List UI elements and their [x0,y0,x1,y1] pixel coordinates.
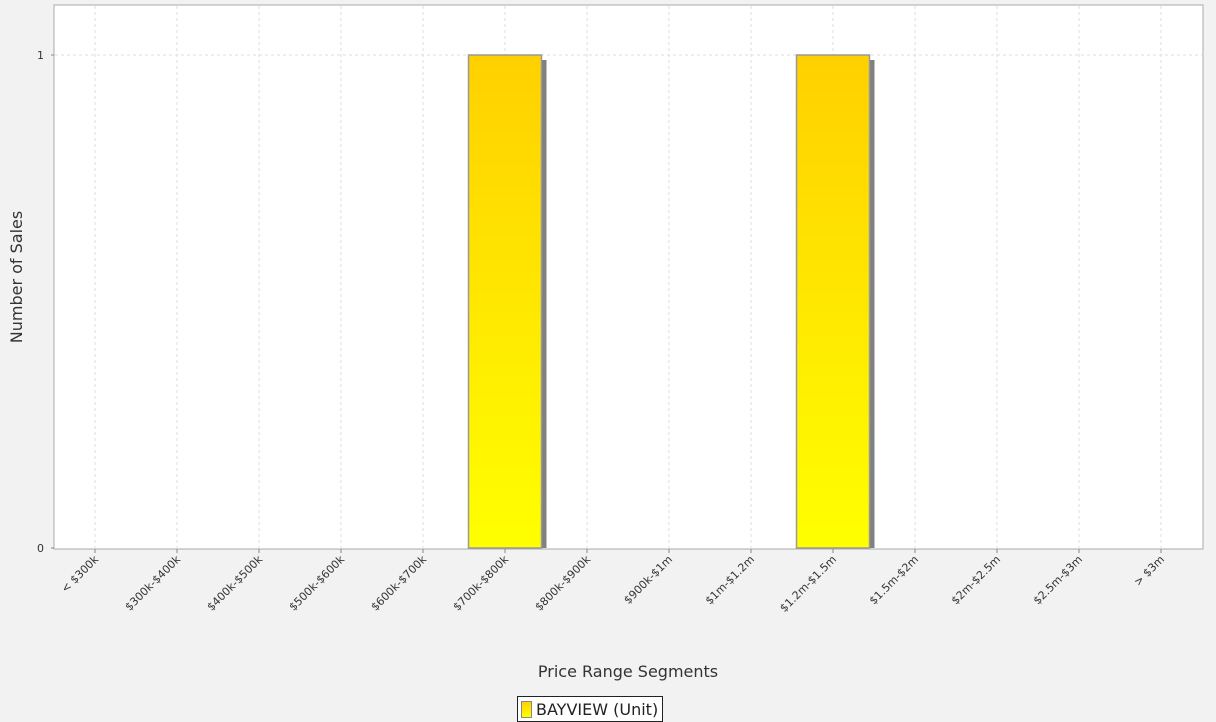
x-tick-label: $400k-$500k [205,552,266,613]
y-ticks: 01 [37,49,54,555]
x-tick-label: $600k-$700k [369,552,430,613]
x-tick-label: $700k-$800k [451,552,512,613]
x-tick-label: $2m-$2.5m [949,553,1003,607]
x-tick-label: < $300k [59,552,102,595]
x-tick-label: $500k-$600k [287,552,348,613]
x-tick-label: $2.5m-$3m [1031,553,1085,607]
x-axis-title: Price Range Segments [538,662,718,681]
y-axis-title: Number of Sales [7,211,26,343]
legend-swatch [521,700,532,718]
plot-area [53,4,1204,550]
bars-layer [467,54,875,549]
x-tick-label: $900k-$1m [621,553,675,607]
x-tick-label: > $3m [1131,553,1167,589]
x-ticks: < $300k $300k-$400k $400k-$500k $500k-$600k… [59,549,1167,615]
x-tick-label: $1.5m-$2m [867,553,921,607]
y-tick-label: 0 [37,542,44,555]
x-tick-label: $300k-$400k [123,552,184,613]
legend: BAYVIEW (Unit) [517,696,664,722]
y-tick-label: 1 [37,49,44,62]
bar [795,54,871,549]
legend-label: BAYVIEW (Unit) [536,699,659,719]
x-tick-label: $1.2m-$1.5m [777,553,839,615]
bar [467,54,543,549]
x-tick-label: $1m-$1.2m [703,553,757,607]
x-tick-label: $800k-$900k [533,552,594,613]
